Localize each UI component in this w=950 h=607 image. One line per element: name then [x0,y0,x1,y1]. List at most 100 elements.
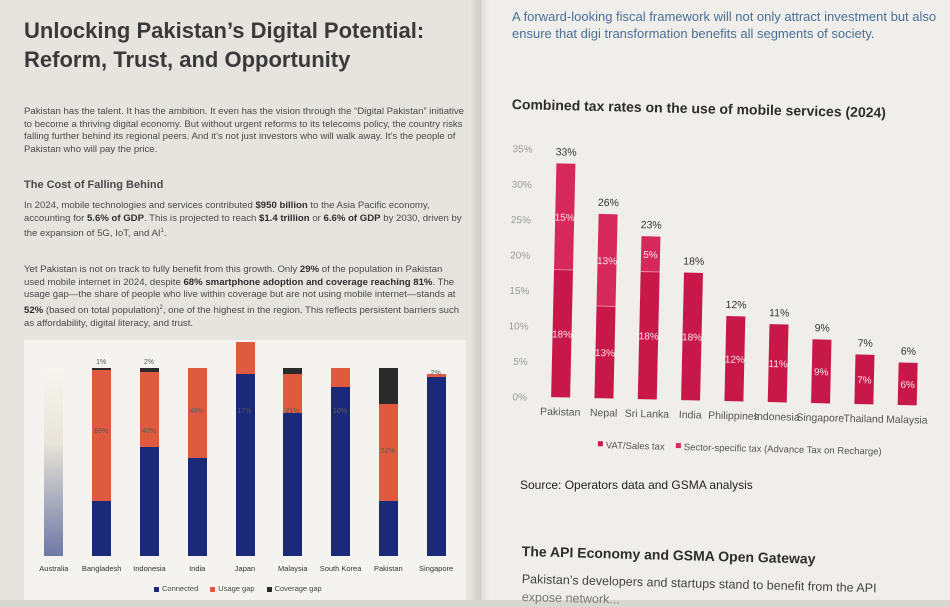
chart-source: Source: Operators data and GSMA analysis [520,478,753,492]
category-label: Malaysia [886,414,928,427]
bar-segment [188,458,207,556]
total-label: 11% [769,307,790,319]
tax-chart-body: 0% 5% 10% 15% 20% 25% 30% 35% 15% 18% 33% Pakistan 1… [506,144,934,458]
segment-label: 7% [857,375,872,386]
api-section-body-2: expose network... [522,590,620,607]
y-tick-label: 5% [513,357,528,368]
total-label: 12% [725,299,746,311]
total-label: 26% [598,197,619,209]
gdp-paragraph: In 2024, mobile technologies and service… [24,200,464,241]
legend-swatch [267,587,272,592]
data-label: 2% [134,359,164,366]
legend-swatch [210,587,215,592]
data-label: 2% [421,370,451,377]
data-label: 17% [230,408,260,415]
data-label: 10% [325,408,355,415]
legend-label: Connected [162,584,198,593]
segment-label: 5% [643,250,658,261]
segment-label: 18% [552,329,572,340]
category-label: Thailand [843,413,884,426]
stacked-bar: 2%40% [140,368,159,556]
category-label: Sri Lanka [625,408,670,421]
legend-item: Connected [154,584,198,593]
page-gutter [470,0,490,600]
legend-label: Coverage gap [275,584,322,593]
bar-segment [379,368,398,404]
stacked-bar: 10% [331,368,350,556]
y-tick-label: 10% [508,321,528,332]
bar-segment [283,368,302,374]
legend-label: Sector-specific tax (Advance Tax on Rech… [684,442,882,457]
bar-segment [44,368,63,556]
bar-segment [379,501,398,556]
segment-label: 6% [900,380,915,391]
intro-paragraph: Pakistan has the talent. It has the ambi… [24,106,464,156]
segment-label: 18% [639,331,659,342]
y-tick-label: 15% [509,286,529,297]
total-label: 23% [641,219,662,231]
bar-segment [140,447,159,556]
y-tick-label: 35% [512,144,532,155]
segment-label: 18% [682,332,702,343]
tax-rate-chart: 0% 5% 10% 15% 20% 25% 30% 35% 15% 18% 33% Pakistan 1… [505,130,945,490]
page-title: Unlocking Pakistan’s Digital Potential: … [24,16,464,74]
bar-segment [283,413,302,556]
stacked-bar: 52% [379,368,398,556]
stacked-bar: 17% [236,368,255,556]
total-label: 7% [858,337,873,349]
segment-label: 15% [555,212,575,223]
legend-swatch [676,443,681,448]
data-label: 21% [277,408,307,415]
total-label: 9% [815,322,830,334]
total-label: 33% [556,146,577,158]
legend-swatch [154,587,159,592]
legend-label: Usage gap [218,584,254,593]
y-tick-label: 25% [511,215,531,226]
stacked-bar: 48% [188,368,207,556]
fiscal-lead-text: A forward-looking fiscal framework will … [512,8,942,42]
bar-segment [331,368,350,387]
category-label: Singapore [796,412,844,425]
bar-segment [92,501,111,556]
data-label: 40% [134,428,164,435]
category-label: Nepal [590,407,618,420]
legend-swatch [598,441,603,446]
segment-label: 13% [595,348,615,359]
bar-segment [140,372,159,447]
y-tick-label: 0% [512,392,527,403]
category-label: Singapore [406,564,466,573]
segment-label: 9% [814,367,829,378]
chart-legend: Connected Usage gap Coverage gap [154,584,334,593]
stacked-bar: 1%69% [92,368,111,556]
bar-segment [236,342,255,374]
left-page: Unlocking Pakistan’s Digital Potential: … [0,0,478,600]
total-label: 6% [901,346,916,358]
data-label: 48% [182,408,212,415]
data-label: 1% [86,359,116,366]
section-heading: The Cost of Falling Behind [24,179,163,191]
usage-gap-paragraph: Yet Pakistan is not on track to fully be… [24,264,464,330]
data-label: 69% [86,428,116,435]
segment-label: 13% [597,256,617,267]
stacked-bar: 2% [427,368,446,556]
legend-item: Usage gap [210,584,254,593]
legend-label: VAT/Sales tax [606,440,665,452]
stacked-bar [44,368,63,556]
total-label: 18% [683,256,704,268]
segment-label: 11% [768,359,788,370]
bar-segment [427,377,446,556]
bar-segment [92,368,111,370]
category-label: Pakistan [540,406,581,419]
stacked-bar: 21% [283,368,302,556]
category-label: Philippines [708,410,759,423]
category-label: India [679,409,702,422]
bar-segment [236,374,255,556]
segment-label: 12% [725,355,745,366]
y-tick-label: 20% [510,250,530,261]
y-tick-label: 30% [512,180,532,191]
bar-segment [92,370,111,502]
bar-segment [140,368,159,372]
legend-item: Coverage gap [267,584,322,593]
